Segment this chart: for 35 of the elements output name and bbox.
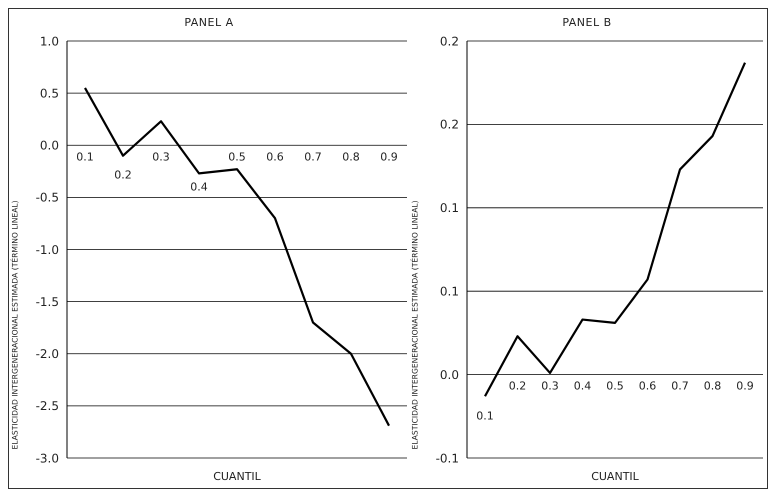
- x-tick-label: 0.1: [76, 150, 94, 164]
- y-tick-label: 0.5: [40, 86, 59, 100]
- y-tick-label: 0.0: [40, 138, 59, 153]
- x-tick-label: 0.5: [606, 380, 624, 393]
- y-tick-label: -0.1: [436, 451, 459, 466]
- chart-title: PANEL A: [183, 15, 235, 31]
- x-tick-label: 0.4: [574, 380, 592, 393]
- y-tick-label: 0.2: [440, 118, 459, 132]
- y-tick-label: -1.5: [36, 294, 59, 309]
- x-axis-title: CUANTIL: [213, 470, 262, 483]
- y-tick-label: -2.5: [36, 399, 59, 414]
- y-tick-label: 0.1: [440, 201, 459, 216]
- y-tick-label: 0.0: [440, 368, 459, 382]
- y-tick-label: -2.0: [36, 347, 59, 362]
- x-tick-label: 0.8: [704, 380, 722, 393]
- x-tick-label: 0.5: [228, 150, 246, 164]
- x-tick-label: 0.9: [380, 150, 398, 164]
- y-tick-label: -0.5: [36, 190, 59, 205]
- x-tick-label: 0.7: [671, 380, 689, 393]
- y-tick-label: 0.2: [440, 34, 459, 48]
- y-tick-label: -3.0: [36, 451, 59, 466]
- y-tick-label: 1.0: [40, 34, 59, 48]
- x-tick-label: 0.8: [342, 150, 360, 164]
- x-tick-label: 0.6: [266, 150, 284, 164]
- x-tick-label: 0.3: [152, 150, 170, 164]
- x-tick-label: 0.4: [190, 180, 208, 194]
- y-tick-label: -1.0: [36, 242, 59, 257]
- chart-title: PANEL B: [561, 15, 613, 31]
- x-tick-label: 0.2: [508, 380, 526, 393]
- x-tick-label: 0.6: [638, 380, 656, 393]
- x-tick-label: 0.7: [304, 150, 322, 164]
- x-tick-label: 0.9: [736, 380, 754, 393]
- x-axis-title: CUANTIL: [591, 470, 640, 483]
- x-tick-label: 0.3: [541, 380, 559, 393]
- y-tick-label: 0.1: [440, 284, 459, 298]
